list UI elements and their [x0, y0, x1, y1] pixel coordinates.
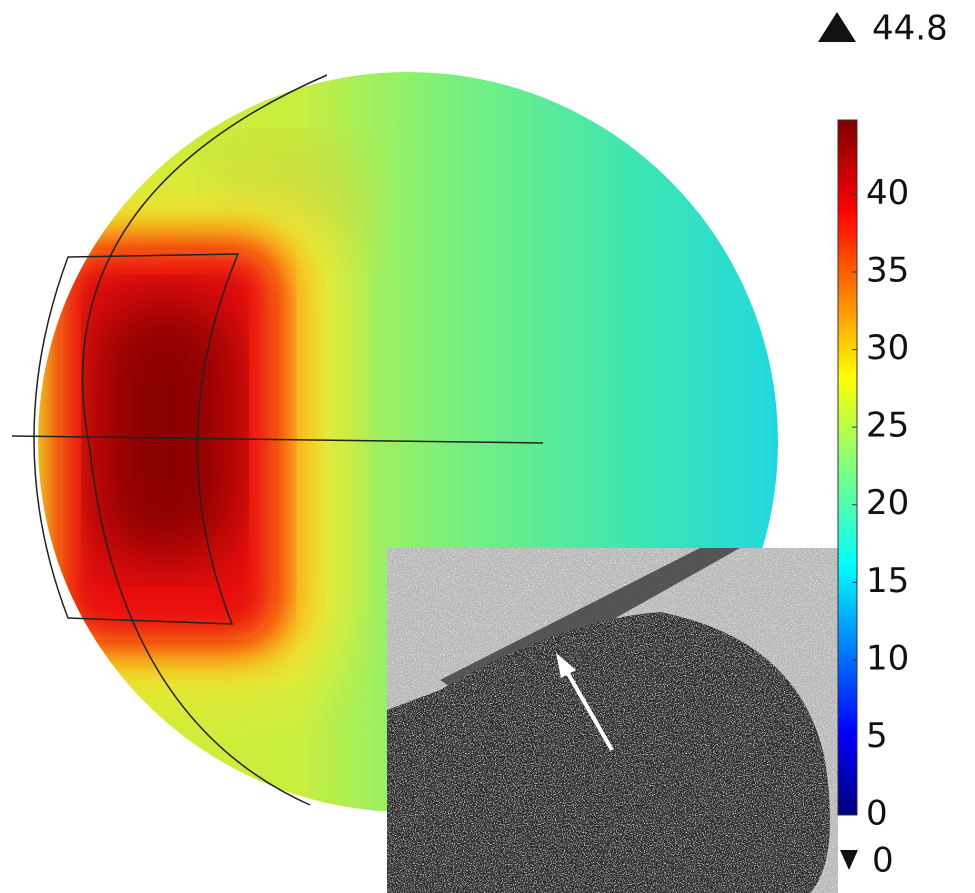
- tick-label: 10: [866, 638, 909, 678]
- tick-label: 30: [866, 328, 909, 368]
- max-label: 44.8: [872, 9, 948, 49]
- colorbar: [838, 120, 857, 815]
- tick-label: 35: [866, 251, 909, 291]
- inset-micrograph: [387, 548, 838, 893]
- min-marker: [840, 850, 858, 870]
- min-label: 0: [872, 841, 894, 881]
- tick-label: 0: [866, 794, 888, 834]
- tick-label: 20: [866, 483, 909, 523]
- tick-label: 15: [866, 561, 909, 601]
- tick-label: 5: [866, 716, 888, 756]
- figure: 44.8 0 0 5 10 15 20 25 30 35 40: [0, 0, 975, 893]
- tick-label: 25: [866, 406, 909, 446]
- tick-label: 40: [866, 173, 909, 213]
- max-marker: [818, 12, 856, 42]
